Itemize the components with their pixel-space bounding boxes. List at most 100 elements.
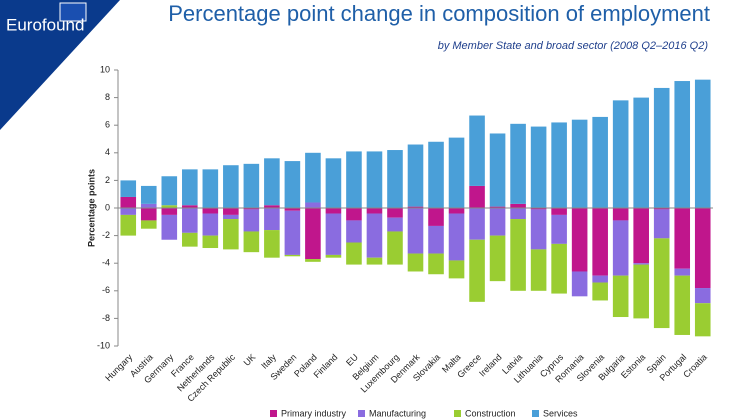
bar-segment bbox=[120, 196, 137, 208]
bar-segment bbox=[346, 208, 362, 221]
bar-segment bbox=[407, 206, 424, 208]
bar-segment bbox=[120, 208, 137, 215]
bar-segment bbox=[571, 119, 588, 208]
bar-segment bbox=[243, 231, 260, 253]
bar-segment bbox=[653, 209, 670, 239]
y-tick-label: 2 bbox=[105, 175, 110, 185]
bar-segment bbox=[592, 282, 608, 301]
bar-segment bbox=[325, 158, 342, 208]
legend-label: Manufacturing bbox=[369, 408, 426, 418]
y-tick-label: 10 bbox=[100, 64, 110, 74]
bar-segment bbox=[510, 203, 526, 208]
bar-segment bbox=[653, 208, 670, 210]
bar-segment bbox=[264, 208, 280, 231]
y-tick-label: 8 bbox=[105, 92, 110, 102]
bar-segment bbox=[530, 249, 547, 291]
bar-segment bbox=[182, 232, 198, 247]
eu-flag bbox=[59, 2, 87, 22]
bar-segment bbox=[653, 238, 670, 329]
y-tick-label: -8 bbox=[102, 313, 110, 323]
legend-label: Services bbox=[543, 408, 578, 418]
bar-segment bbox=[305, 202, 321, 208]
bar-segment bbox=[551, 214, 567, 244]
bar-segment bbox=[284, 208, 301, 211]
bar-segment bbox=[284, 210, 301, 255]
bar-segment bbox=[140, 185, 157, 204]
bar-segment bbox=[633, 208, 649, 264]
bar-segment bbox=[448, 260, 465, 279]
bar-segment bbox=[223, 214, 239, 220]
bar-segment bbox=[223, 219, 239, 250]
bar-segment bbox=[592, 208, 608, 276]
bar-segment bbox=[694, 208, 711, 289]
bar-segment bbox=[674, 275, 691, 335]
bar-segment bbox=[305, 208, 321, 260]
bar-segment bbox=[694, 303, 711, 337]
bar-segment bbox=[469, 239, 485, 302]
bar-segment bbox=[612, 100, 629, 208]
bar-segment bbox=[387, 217, 403, 232]
bar-segment bbox=[694, 79, 711, 208]
bar-segment bbox=[202, 169, 219, 208]
bar-segment bbox=[510, 208, 526, 220]
bar-segment bbox=[612, 220, 629, 276]
bar-segment bbox=[571, 208, 588, 272]
bar-segment bbox=[387, 231, 403, 265]
bar-segment bbox=[243, 163, 260, 208]
bar-segment bbox=[120, 180, 137, 197]
bar-segment bbox=[366, 213, 383, 258]
bar-segment bbox=[387, 208, 403, 218]
bar-segment bbox=[202, 213, 219, 236]
bar-segment bbox=[489, 133, 506, 207]
bar-segment bbox=[161, 214, 178, 240]
bar-segment bbox=[448, 213, 465, 261]
bar-segment bbox=[633, 264, 649, 319]
y-tick-label: 4 bbox=[105, 147, 110, 157]
bar-segment bbox=[346, 151, 362, 208]
bar-segment bbox=[264, 205, 280, 208]
bar-segment bbox=[551, 122, 567, 208]
bar-segment bbox=[571, 271, 588, 297]
bar-segment bbox=[633, 97, 649, 208]
bar-segment bbox=[674, 81, 691, 208]
bar-segment bbox=[407, 208, 424, 254]
bar-segment bbox=[202, 208, 219, 214]
bar-segment bbox=[469, 208, 485, 240]
bar-segment bbox=[264, 230, 280, 258]
y-tick-label: -10 bbox=[97, 340, 110, 350]
logo-text: Eurofound bbox=[6, 15, 84, 34]
bar-segment bbox=[140, 208, 157, 221]
bar-segment bbox=[469, 185, 485, 208]
bar-segment bbox=[182, 169, 198, 206]
legend-swatch bbox=[270, 410, 277, 417]
bar-segment bbox=[469, 115, 485, 186]
bar-segment bbox=[161, 208, 178, 215]
bar-segment bbox=[612, 208, 629, 221]
bar-segment bbox=[284, 254, 301, 257]
bar-segment bbox=[346, 242, 362, 265]
bar-segment bbox=[366, 208, 383, 214]
x-tick-label: Hungary bbox=[103, 352, 134, 383]
bar-segment bbox=[653, 87, 670, 208]
bar-segment bbox=[325, 213, 342, 255]
bar-segment bbox=[140, 203, 157, 208]
bar-segment bbox=[530, 208, 547, 210]
y-tick-label: -6 bbox=[102, 285, 110, 295]
bar-segment bbox=[448, 137, 465, 208]
bar-segment bbox=[120, 214, 137, 236]
legend-swatch bbox=[454, 410, 461, 417]
bar-segment bbox=[407, 253, 424, 272]
legend-swatch bbox=[532, 410, 539, 417]
bar-segment bbox=[366, 257, 383, 265]
bar-segment bbox=[633, 263, 649, 265]
bar-segment bbox=[223, 165, 239, 208]
legend-label: Primary industry bbox=[281, 408, 347, 418]
bar-segment bbox=[694, 288, 711, 304]
chart-subtitle: by Member State and broad sector (2008 Q… bbox=[438, 40, 709, 52]
bar-segment bbox=[674, 268, 691, 276]
bar-segment bbox=[243, 209, 260, 232]
legend-swatch bbox=[358, 410, 365, 417]
bar-segment bbox=[428, 253, 444, 275]
bar-segment bbox=[223, 208, 239, 215]
